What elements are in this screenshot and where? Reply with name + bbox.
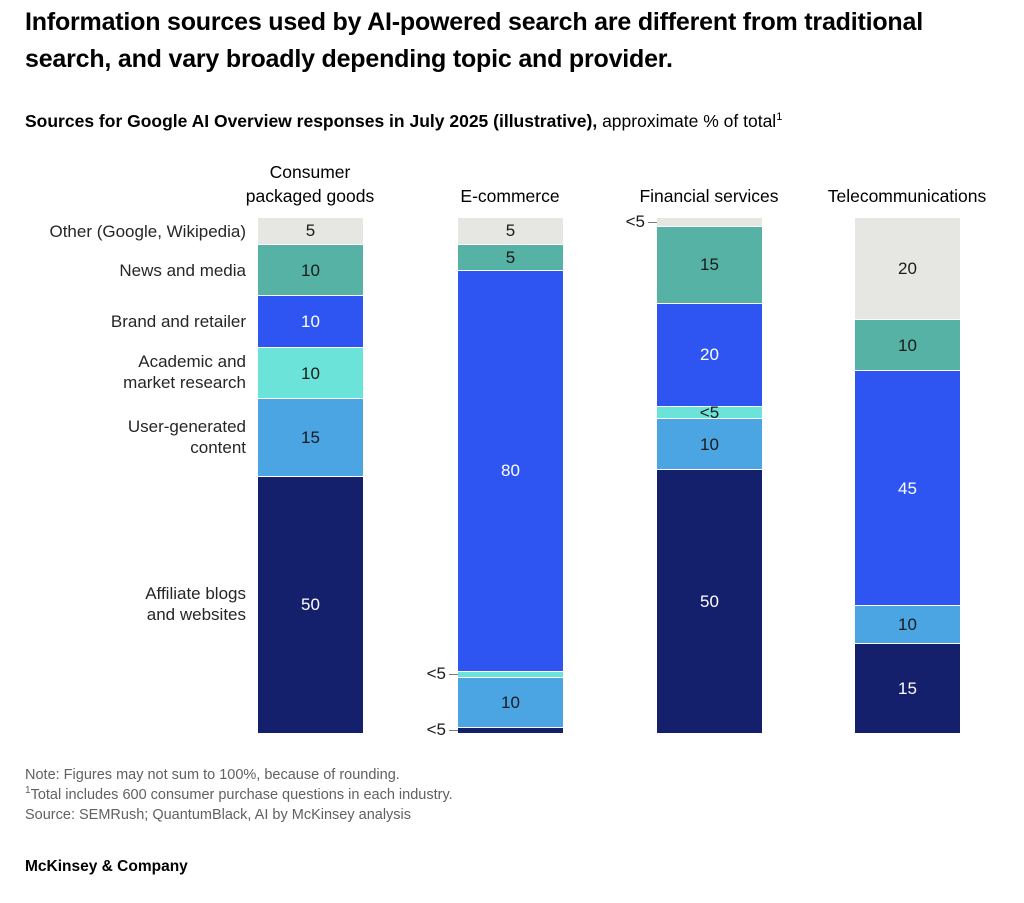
bar-consumer-packaged-goods: 5 10 10 10 15 50	[258, 218, 363, 733]
subtitle-regular-text: approximate % of total	[597, 111, 777, 131]
segment-value-label: 10	[301, 260, 320, 280]
segment-value-label: 10	[898, 615, 917, 635]
segment-value-label: 20	[700, 345, 719, 365]
bar-segment-other: 20	[855, 218, 960, 319]
bar-segment-affiliate	[458, 727, 563, 733]
mckinsey-company-wordmark: McKinsey & Company	[25, 858, 188, 875]
subtitle-footnote-marker: 1	[776, 111, 783, 124]
row-label-news-and-media: News and media	[119, 261, 246, 280]
segment-value-label-outside: <5	[426, 664, 446, 684]
segment-value-label: 45	[898, 478, 917, 498]
bar-segment-affiliate: 50	[657, 469, 762, 733]
row-label-brand-and-retailer: Brand and retailer	[110, 312, 246, 331]
chart-subtitle: Sources for Google AI Overview responses…	[25, 110, 1005, 132]
row-label-affiliate-blogs-and-websites: Affiliate blogs and websites	[145, 584, 246, 624]
bar-segment-news: 10	[855, 318, 960, 371]
segment-value-label: 5	[505, 247, 516, 267]
bar-segment-academic	[458, 671, 563, 677]
chart-footnote: 1Total includes 600 consumer purchase qu…	[25, 785, 453, 805]
segment-value-label-outside: <5	[426, 720, 446, 740]
subtitle-bold-text: Sources for Google AI Overview responses…	[25, 111, 598, 131]
footnote-text: Total includes 600 consumer purchase que…	[30, 787, 453, 803]
segment-value-label: 10	[301, 312, 320, 331]
bar-segment-affiliate: 15	[855, 643, 960, 733]
row-label-user-generated-content: User-generated content	[127, 417, 246, 457]
label-tick	[449, 730, 458, 732]
column-header-financial-services: Financial services	[639, 186, 779, 206]
bar-segment-academic: <5	[657, 402, 762, 422]
bar-segment-brand: 45	[855, 370, 960, 606]
bar-telecommunications: 20 10 45 10 15	[855, 218, 960, 733]
label-tick	[648, 221, 657, 223]
segment-value-label: 20	[898, 258, 917, 278]
segment-value-label: 15	[301, 427, 320, 447]
bar-segment-other: 5	[458, 218, 563, 244]
column-header-consumer-packaged-goods: Consumer packaged goods	[245, 162, 375, 206]
bar-segment-other	[657, 218, 762, 226]
bar-segment-news: 15	[657, 225, 762, 303]
column-header-e-commerce: E-commerce	[460, 186, 560, 206]
bar-segment-brand: 20	[657, 302, 762, 406]
row-label-academic-and-market-research: Academic and market research	[123, 352, 246, 392]
bar-segment-affiliate: 50	[258, 475, 363, 733]
segment-value-label: 10	[301, 363, 320, 383]
segment-value-label: 15	[700, 255, 719, 275]
segment-value-label-outside: <5	[625, 211, 645, 231]
bar-segment-news: 10	[258, 243, 363, 296]
bar-e-commerce: 5 5 80 <5 10 <5	[427, 218, 563, 739]
chart-footer: Note: Figures may not sum to 100%, becau…	[25, 765, 453, 825]
segment-value-label: 15	[898, 679, 917, 699]
chart-note: Note: Figures may not sum to 100%, becau…	[25, 767, 400, 783]
footnote-marker: 1	[25, 785, 31, 797]
segment-value-label: 50	[301, 595, 320, 615]
chart-source: Source: SEMRush; QuantumBlack, AI by McK…	[25, 807, 412, 823]
segment-value-label: 5	[305, 221, 316, 241]
bar-segment-news: 5	[458, 243, 563, 270]
segment-value-label: 10	[700, 434, 719, 454]
segment-value-label: 10	[898, 335, 917, 355]
label-tick	[449, 674, 458, 676]
bar-financial-services: <5 15 20 <5 10 50	[626, 212, 762, 733]
segment-value-label: 10	[501, 693, 520, 713]
column-header-telecommunications: Telecommunications	[827, 186, 987, 206]
bar-segment-ugc: 15	[258, 398, 363, 476]
bar-segment-brand: 10	[258, 295, 363, 347]
bar-segment-brand: 80	[458, 269, 563, 672]
bar-segment-ugc: 10	[458, 676, 563, 728]
segment-value-label: 80	[501, 461, 520, 481]
row-label-other: Other (Google, Wikipedia)	[49, 222, 246, 241]
bar-segment-other: 5	[258, 218, 363, 244]
segment-value-label: 5	[505, 221, 516, 241]
bar-segment-ugc: 10	[855, 605, 960, 644]
bar-segment-academic: 10	[258, 346, 363, 399]
segment-value-label: 50	[700, 592, 719, 612]
segment-value-label: <5	[699, 402, 720, 422]
page-title: Information sources used by AI-powered s…	[25, 8, 923, 73]
bar-segment-ugc: 10	[657, 417, 762, 470]
